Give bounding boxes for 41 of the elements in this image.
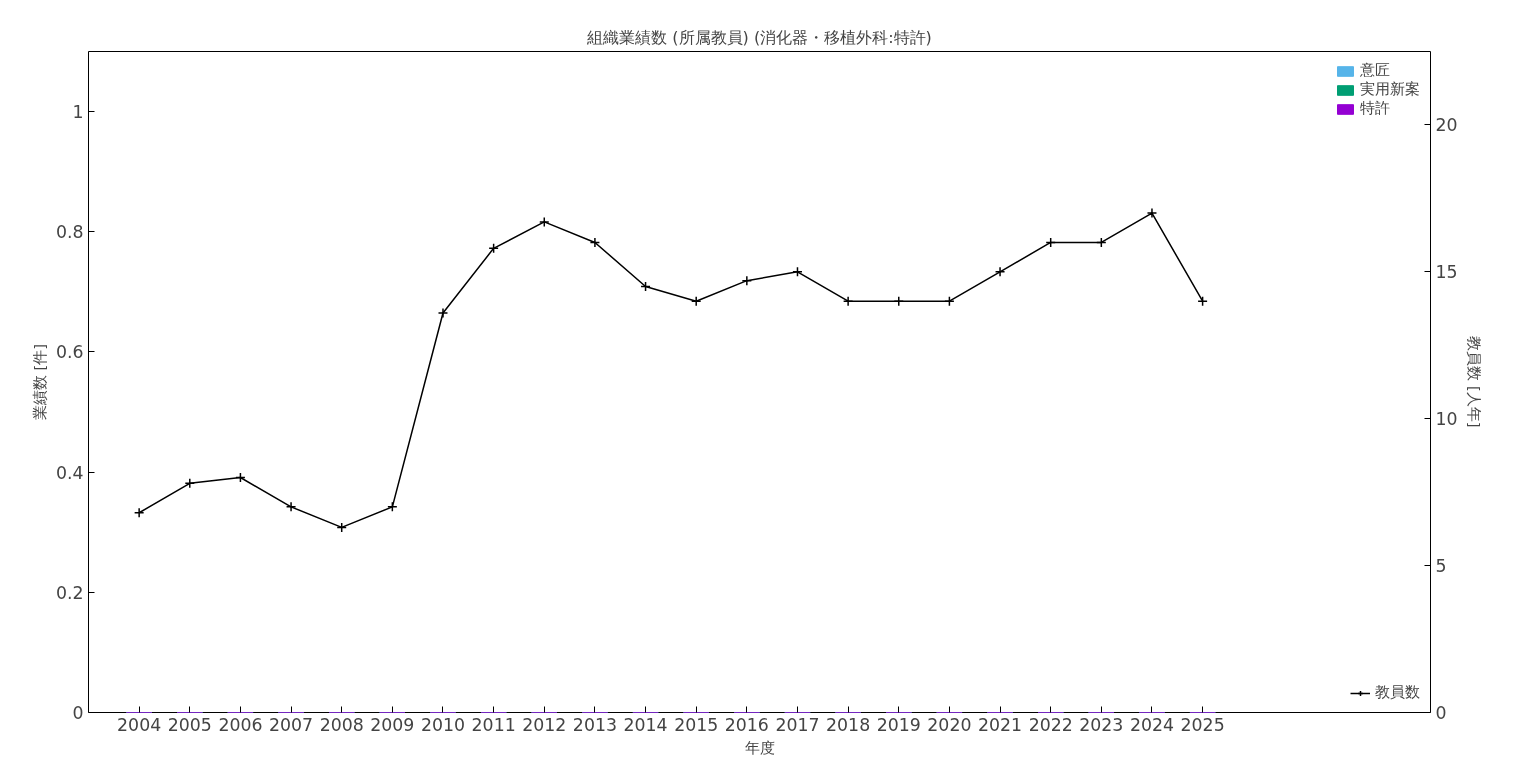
x-tick-label: 2019: [876, 714, 921, 735]
legend-label: 教員数: [1375, 683, 1420, 702]
x-tick-label: 2011: [471, 714, 516, 735]
x-tick-label: 2017: [775, 714, 820, 735]
legend-label: 実用新案: [1360, 80, 1420, 99]
y2-tick-label: 15: [1435, 262, 1458, 283]
x-tick-label: 2016: [724, 714, 769, 735]
legend-label: 特許: [1360, 99, 1390, 118]
x-tick-label: 2018: [826, 714, 871, 735]
y2-axis-title: 教員数 [人年]: [1465, 336, 1483, 428]
x-tick-label: 2005: [167, 714, 212, 735]
legend-label: 意匠: [1360, 61, 1390, 80]
x-tick-label: 2022: [1028, 714, 1073, 735]
y2-tick-label: 10: [1435, 409, 1458, 430]
x-tick-label: 2015: [674, 714, 719, 735]
y-tick-label: 0.4: [55, 462, 84, 483]
x-tick-label: 2020: [927, 714, 972, 735]
y2-tick-label: 0: [1435, 703, 1447, 723]
x-tick-label: 2014: [623, 714, 668, 735]
x-tick-label: 2010: [420, 714, 466, 735]
x-tick-label: 2021: [978, 714, 1023, 735]
y-axis-title: 業績数 [件]: [30, 343, 48, 421]
x-tick-label: 2025: [1180, 714, 1225, 735]
y-tick-label: 1: [72, 102, 84, 123]
x-tick-label: 2004: [117, 714, 162, 735]
x-tick-label: 2012: [522, 714, 567, 735]
y-tick-label: 0: [72, 703, 84, 723]
y2-tick-label: 5: [1435, 556, 1447, 577]
y-tick-label: 0.2: [55, 582, 84, 603]
x-tick-label: 2007: [269, 714, 314, 735]
x-tick-label: 2009: [370, 714, 415, 735]
x-tick-label: 2006: [218, 714, 263, 735]
x-tick-label: 2008: [319, 714, 364, 735]
y2-tick-label: 20: [1435, 115, 1458, 136]
chart-title: 組織業績数 (所属教員) (消化器・移植外科:特許): [586, 27, 932, 47]
y-tick-label: 0.6: [55, 342, 84, 363]
x-axis-title: 年度: [744, 738, 775, 756]
x-tick-label: 2023: [1079, 714, 1124, 735]
x-tick-label: 2013: [572, 714, 617, 735]
x-tick-label: 2024: [1129, 714, 1175, 735]
y-tick-label: 0.8: [55, 222, 84, 243]
